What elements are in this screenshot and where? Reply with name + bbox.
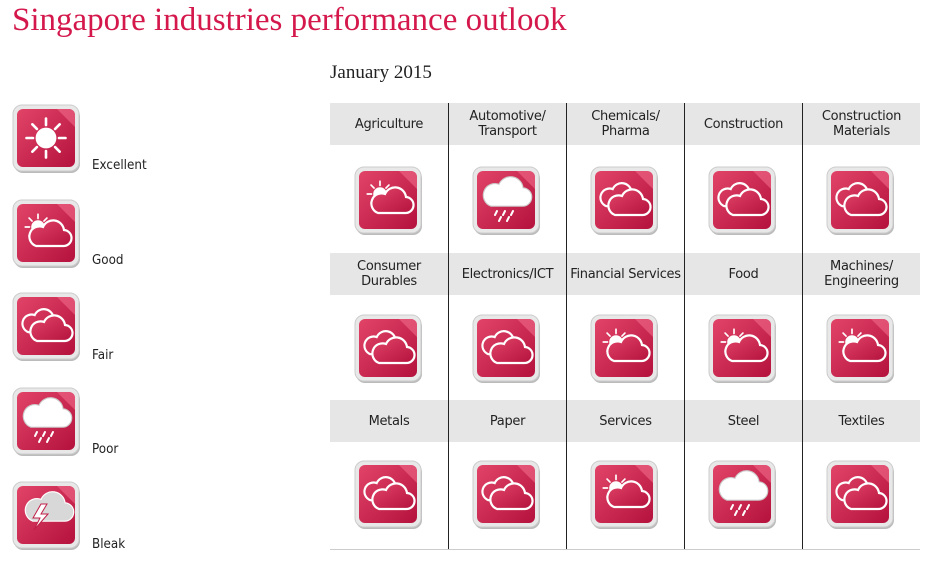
rating-icon bbox=[13, 388, 81, 456]
rating-icon bbox=[591, 461, 659, 529]
column-divider bbox=[684, 103, 685, 550]
industry-name: Financial Services bbox=[567, 253, 684, 295]
rating-icon bbox=[473, 167, 541, 235]
industry-name: Machines/ Engineering bbox=[803, 253, 920, 295]
column-divider bbox=[802, 103, 803, 550]
rating-icon bbox=[13, 200, 81, 268]
rating-icon bbox=[473, 315, 541, 383]
date: January 2015 bbox=[330, 62, 432, 83]
rating-icon bbox=[827, 315, 895, 383]
industry-name: Services bbox=[567, 400, 684, 442]
rating-icon bbox=[709, 315, 777, 383]
rating-icon bbox=[13, 293, 81, 361]
industry-name: Construction Materials bbox=[803, 103, 920, 145]
column-divider bbox=[448, 103, 449, 550]
icon-symbol bbox=[355, 315, 422, 383]
rating-icon bbox=[355, 315, 423, 383]
rating-icon bbox=[709, 167, 777, 235]
icon-symbol bbox=[473, 167, 540, 235]
industry-name: Paper bbox=[449, 400, 566, 442]
industry-name: Automotive/ Transport bbox=[449, 103, 566, 145]
industry-name: Steel bbox=[685, 400, 802, 442]
icon-symbol bbox=[355, 167, 422, 235]
icon-symbol bbox=[827, 461, 894, 529]
column-divider bbox=[566, 103, 567, 550]
industry-name: Chemicals/ Pharma bbox=[567, 103, 684, 145]
icon-symbol bbox=[473, 461, 540, 529]
icon-symbol bbox=[13, 293, 80, 361]
bottom-rule bbox=[330, 549, 920, 550]
title: Singapore industries performance outlook bbox=[12, 2, 567, 38]
industry-name: Electronics/ICT bbox=[449, 253, 566, 295]
icon-symbol bbox=[827, 167, 894, 235]
industry-name: Agriculture bbox=[330, 103, 448, 145]
rating-icon bbox=[473, 461, 541, 529]
icon-symbol bbox=[591, 461, 658, 529]
icon-symbol bbox=[591, 315, 658, 383]
legend-label: Bleak bbox=[92, 537, 126, 552]
rating-icon bbox=[827, 461, 895, 529]
rating-icon bbox=[591, 167, 659, 235]
icon-symbol bbox=[355, 461, 422, 529]
legend-label: Fair bbox=[92, 348, 114, 363]
industry-name: Metals bbox=[330, 400, 448, 442]
industry-name: Textiles bbox=[803, 400, 920, 442]
industry-name: Consumer Durables bbox=[330, 253, 448, 295]
icon-symbol bbox=[13, 388, 80, 456]
industry-grid: Agriculture Automotive/ Transport Chemical… bbox=[330, 103, 920, 550]
icon-symbol bbox=[827, 315, 894, 383]
icon-symbol bbox=[13, 105, 80, 173]
legend-label: Excellent bbox=[92, 158, 147, 173]
rating-icon bbox=[13, 482, 81, 550]
icon-symbol bbox=[13, 200, 80, 268]
icon-symbol bbox=[13, 482, 80, 550]
rating-icon bbox=[355, 167, 423, 235]
legend-label: Poor bbox=[92, 442, 119, 457]
industry-name: Food bbox=[685, 253, 802, 295]
icon-symbol bbox=[709, 315, 776, 383]
icon-symbol bbox=[591, 167, 658, 235]
rating-icon bbox=[591, 315, 659, 383]
rating-icon bbox=[355, 461, 423, 529]
icon-symbol bbox=[709, 167, 776, 235]
rating-icon bbox=[13, 105, 81, 173]
legend-label: Good bbox=[92, 253, 124, 268]
icon-symbol bbox=[709, 461, 776, 529]
rating-icon bbox=[709, 461, 777, 529]
industry-name: Construction bbox=[685, 103, 802, 145]
icon-symbol bbox=[473, 315, 540, 383]
rating-icon bbox=[827, 167, 895, 235]
